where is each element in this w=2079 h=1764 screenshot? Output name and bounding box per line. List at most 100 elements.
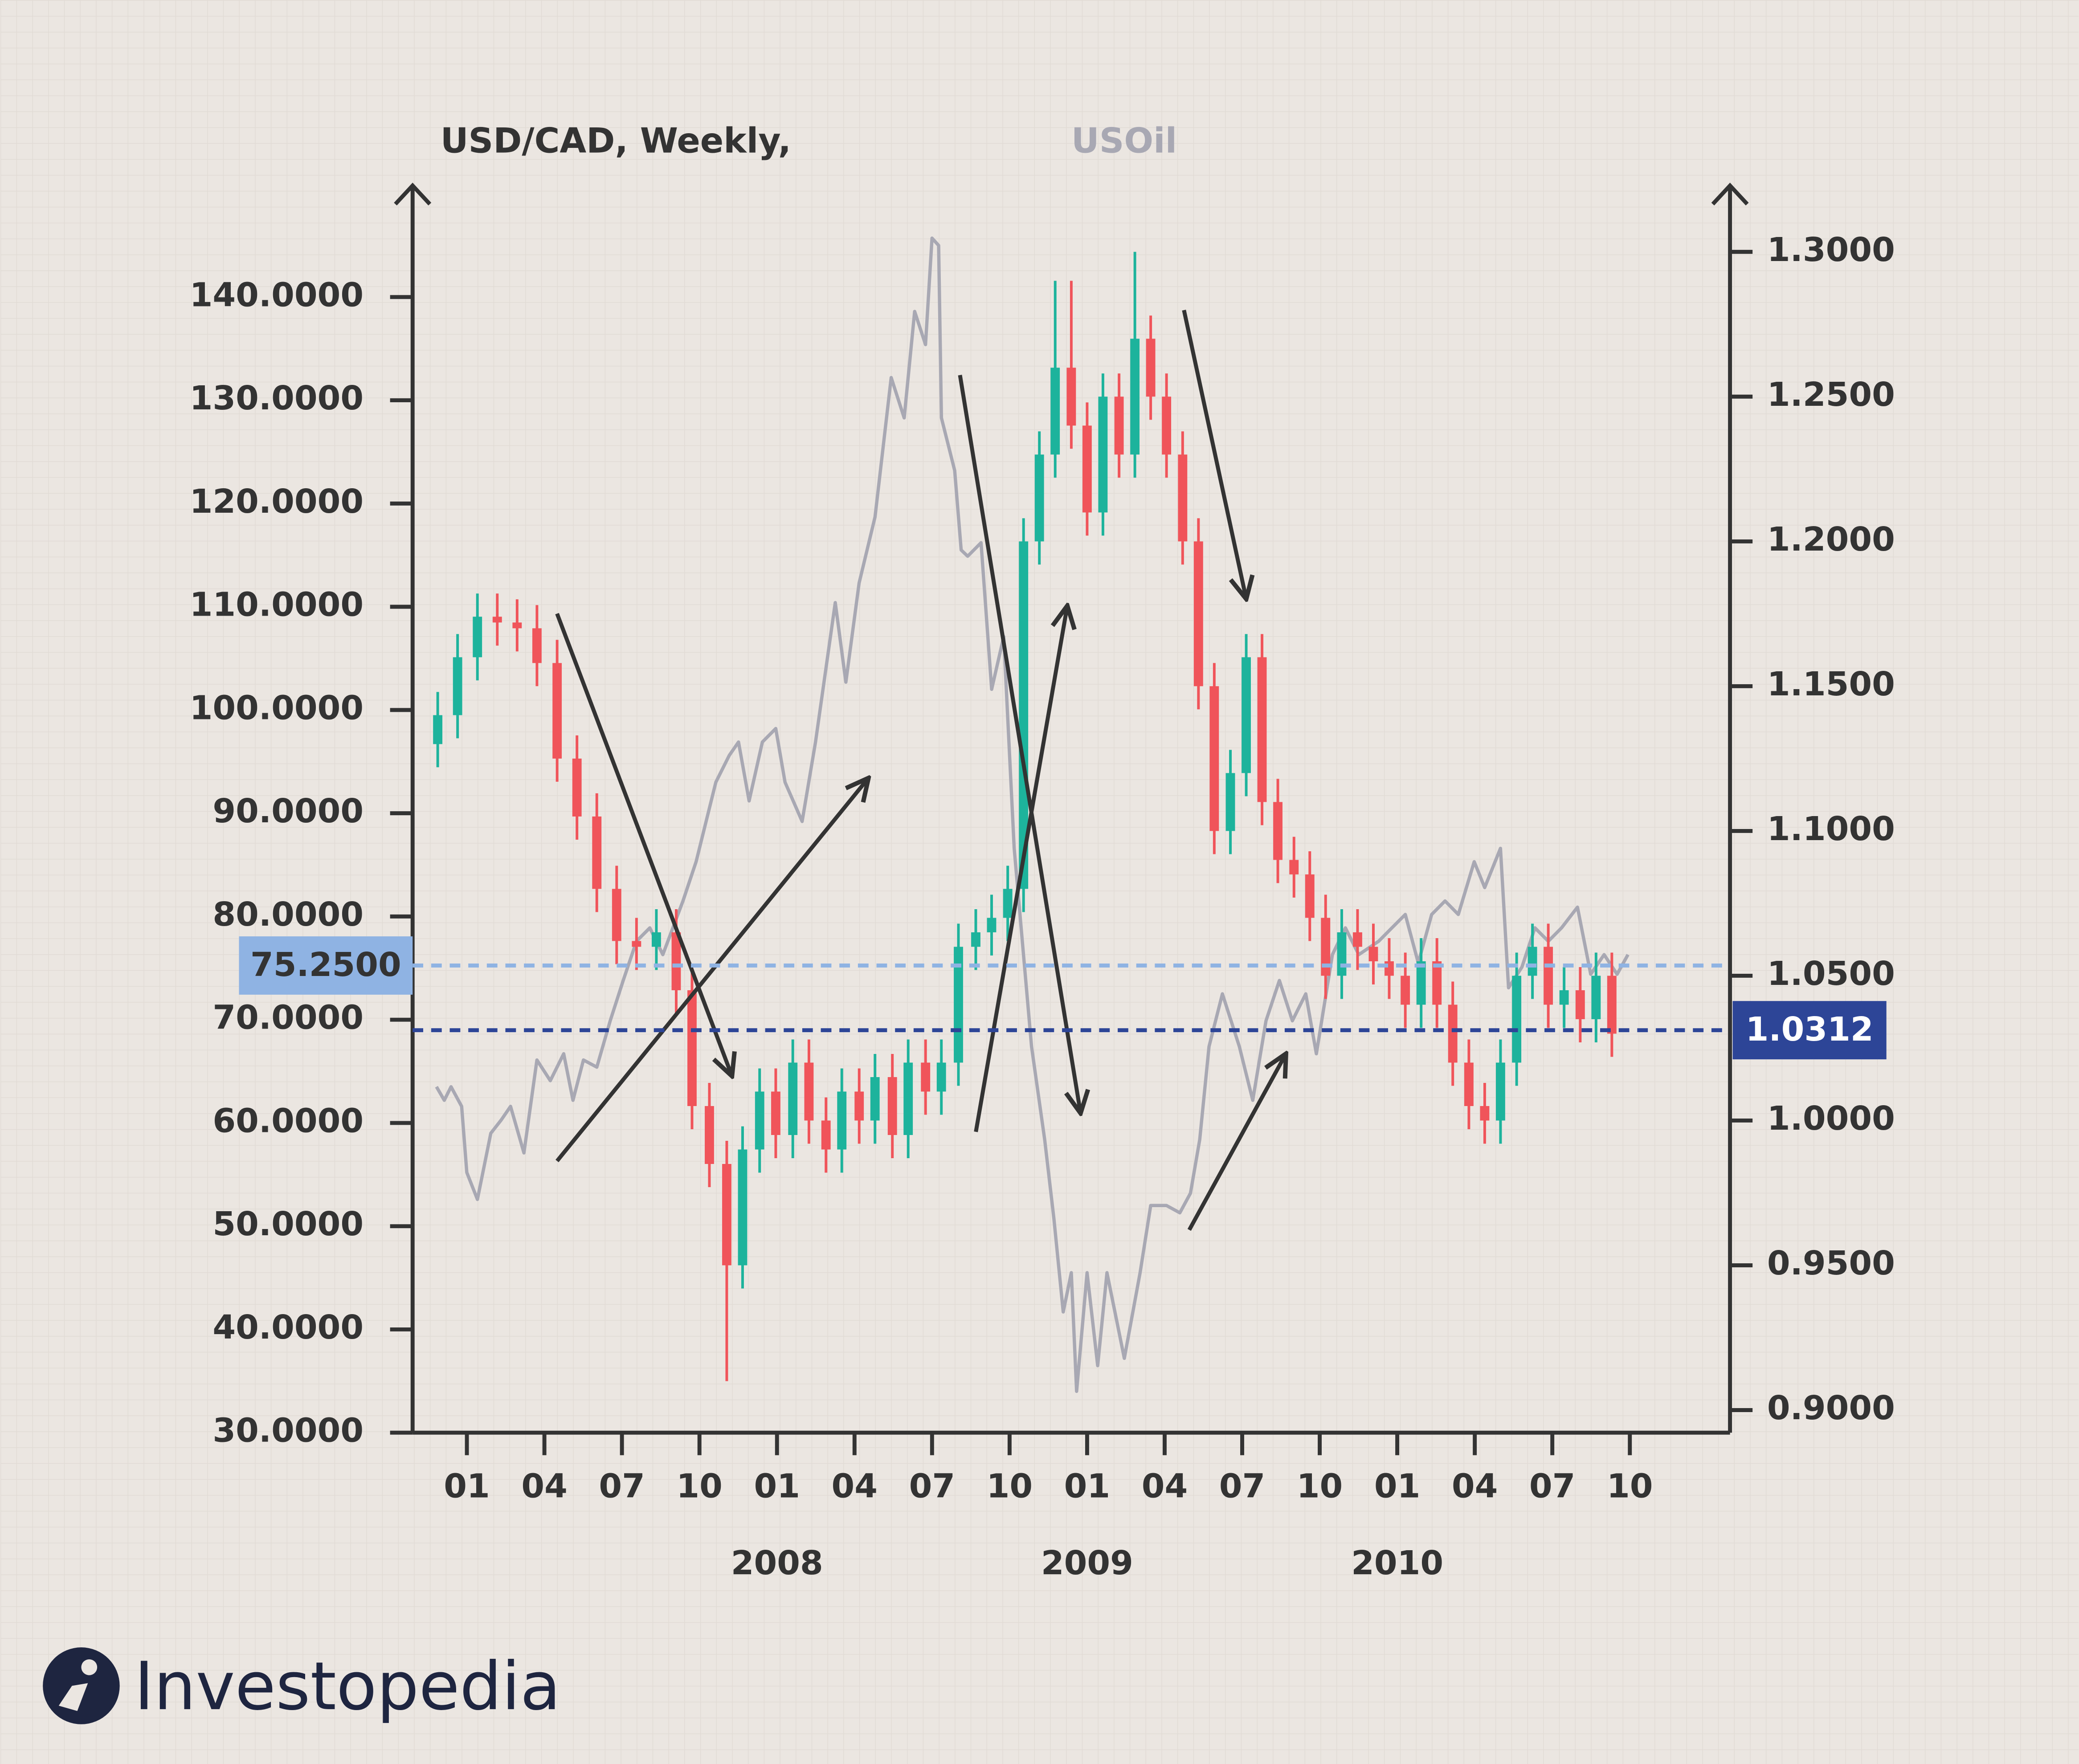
y2-tick-label: 0.9500: [1767, 1244, 1895, 1282]
x-tick-label: 07: [909, 1467, 956, 1506]
x-tick-label: 01: [754, 1467, 800, 1506]
x-tick-label: 07: [1529, 1467, 1576, 1506]
arrow: [555, 612, 732, 1076]
candle-body: [1082, 425, 1092, 513]
candle-body: [1559, 990, 1569, 1005]
candle-body: [612, 889, 621, 941]
y-tick-label: 30.0000: [212, 1411, 364, 1450]
candle-body: [1289, 860, 1299, 874]
candle-body: [722, 1164, 731, 1266]
candle-body: [1257, 657, 1267, 802]
candle-body: [1495, 1062, 1505, 1121]
y-tick-label: 130.0000: [190, 379, 364, 417]
candle-body: [1512, 976, 1522, 1063]
logo: Investopedia: [43, 1647, 561, 1725]
reference-label-box: [1732, 1001, 1887, 1060]
year-label: 2010: [1351, 1544, 1443, 1582]
candle-body: [1034, 454, 1044, 542]
x-tick-label: 10: [676, 1467, 723, 1506]
y-tick-label: 70.0000: [212, 998, 364, 1037]
candle-body: [473, 617, 482, 657]
candle-body: [512, 622, 522, 629]
reference-label: 1.0312: [1746, 1010, 1874, 1049]
candle-body: [1130, 339, 1140, 455]
candle-body: [1353, 932, 1362, 947]
candle-body: [804, 1062, 814, 1121]
series-name: USD/CAD, Weekly,: [441, 121, 791, 161]
candle-body: [453, 657, 462, 715]
x-tick-label: 01: [1064, 1467, 1111, 1506]
candle-body: [1019, 541, 1029, 889]
candle-body: [1273, 802, 1283, 860]
arrow: [958, 375, 1081, 1113]
candle-body: [1098, 396, 1108, 513]
y-tick-label: 90.0000: [212, 792, 364, 830]
y2-tick-label: 1.1500: [1767, 665, 1895, 703]
year-label: 2009: [1041, 1544, 1133, 1582]
y2-tick-label: 1.3000: [1767, 230, 1895, 269]
candle-body: [1528, 947, 1537, 976]
candle-body: [1368, 947, 1378, 961]
candle-body: [1432, 961, 1442, 1005]
x-tick-label: 04: [832, 1467, 878, 1506]
year-label: 2008: [731, 1544, 823, 1582]
candle-body: [652, 932, 661, 947]
candle-body: [1448, 1004, 1458, 1063]
candle-body: [954, 947, 963, 1063]
candle-body: [887, 1077, 897, 1135]
candle-body: [1146, 339, 1156, 397]
candle-body: [532, 628, 542, 663]
y-tick-label: 40.0000: [212, 1308, 364, 1347]
candle-body: [1114, 396, 1124, 455]
y-tick-label: 60.0000: [212, 1101, 364, 1140]
candle-body: [1162, 396, 1172, 455]
arrow: [1187, 1054, 1286, 1231]
candle-body: [755, 1091, 764, 1150]
candle-body: [788, 1062, 798, 1135]
x-tick-label: 01: [1374, 1467, 1421, 1506]
candle-body: [1607, 976, 1617, 1034]
candle-body: [1225, 773, 1235, 831]
candle-body: [971, 932, 980, 947]
candle-body: [936, 1062, 946, 1092]
candle-body: [1209, 686, 1219, 831]
y-tick-label: 140.0000: [190, 275, 364, 314]
logo-text: Investopedia: [134, 1648, 560, 1725]
candle-body: [1003, 889, 1013, 918]
line-series: [435, 236, 1630, 1393]
y-tick-label: 50.0000: [212, 1205, 364, 1243]
arrow: [1182, 310, 1246, 599]
candle-body: [1337, 932, 1347, 976]
arrow: [555, 778, 869, 1163]
candle-body: [1178, 454, 1188, 542]
candle-body: [492, 617, 502, 623]
series-name: USOil: [1071, 121, 1177, 161]
y2-tick-label: 1.2000: [1767, 520, 1895, 559]
x-tick-label: 10: [1607, 1467, 1653, 1506]
y2-tick-label: 0.9000: [1767, 1388, 1895, 1427]
plot-area: [433, 236, 1630, 1393]
y-tick-label: 80.0000: [212, 895, 364, 934]
x-tick-label: 04: [521, 1467, 568, 1506]
x-tick-label: 04: [1142, 1467, 1188, 1506]
y2-tick-label: 1.0000: [1767, 1099, 1895, 1138]
candle-body: [552, 663, 562, 759]
candle-body: [1305, 874, 1315, 918]
x-tick-label: 10: [987, 1467, 1033, 1506]
candle-body: [1066, 368, 1076, 426]
x-tick-label: 04: [1452, 1467, 1498, 1506]
logo-icon-stroke: [58, 1683, 88, 1711]
candle-body: [870, 1077, 880, 1121]
y-tick-label: 100.0000: [190, 688, 364, 727]
candle-body: [433, 715, 443, 744]
x-tick-label: 07: [599, 1467, 645, 1506]
candle-body: [1544, 947, 1553, 1005]
candle-body: [1385, 961, 1394, 976]
x-tick-label: 01: [444, 1467, 490, 1506]
y-tick-label: 120.0000: [190, 482, 364, 521]
reference-label: 75.2500: [250, 945, 401, 984]
y-tick-label: 110.0000: [190, 585, 364, 624]
y2-tick-label: 1.2500: [1767, 375, 1895, 414]
